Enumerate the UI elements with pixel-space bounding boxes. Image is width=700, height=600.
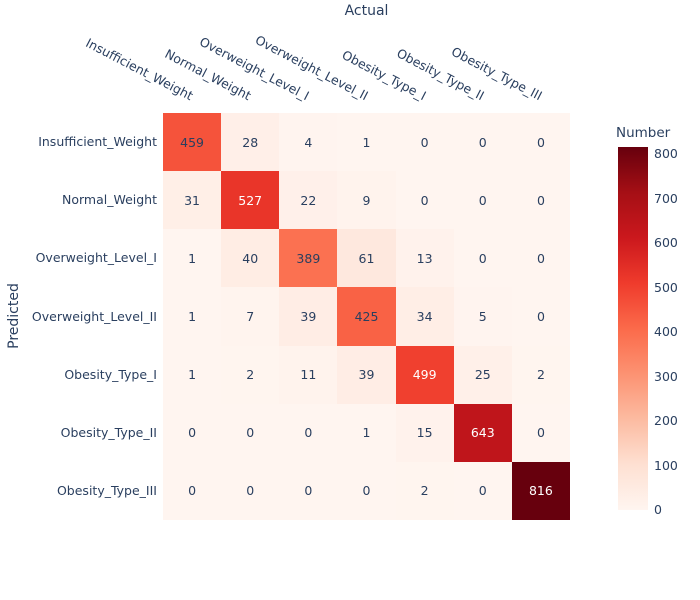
colorbar-tick-label: 500 [654, 279, 678, 295]
heatmap-cell[interactable]: 0 [511, 113, 570, 172]
colorbar-tick-label: 700 [654, 190, 678, 206]
heatmap-cell[interactable]: 1 [163, 287, 222, 346]
heatmap-cell[interactable]: 61 [337, 229, 396, 288]
colorbar-tick-label: 600 [654, 235, 678, 251]
heatmap-cell[interactable]: 9 [337, 171, 396, 230]
heatmap-cell[interactable]: 2 [511, 345, 570, 404]
heatmap-cell[interactable]: 0 [221, 403, 280, 462]
heatmap-cell[interactable]: 499 [395, 345, 454, 404]
heatmap-cell[interactable]: 13 [395, 229, 454, 288]
colorbar-title: Number [616, 125, 671, 141]
heatmap-cell[interactable]: 527 [221, 171, 280, 230]
y-axis-tick-label: Obesity_Type_I [64, 366, 157, 382]
heatmap-cell[interactable]: 31 [163, 171, 222, 230]
heatmap-cell[interactable]: 0 [453, 113, 512, 172]
heatmap-cell[interactable]: 1 [163, 345, 222, 404]
colorbar-gradient [618, 147, 648, 510]
heatmap-cell[interactable]: 0 [511, 287, 570, 346]
colorbar-tick-label: 400 [654, 324, 678, 340]
y-axis-tick-label: Obesity_Type_II [60, 424, 157, 440]
heatmap-cell[interactable]: 0 [163, 461, 222, 520]
heatmap-cell[interactable]: 5 [453, 287, 512, 346]
heatmap-cell[interactable]: 0 [163, 403, 222, 462]
colorbar-tick-label: 800 [654, 146, 678, 162]
heatmap-cell[interactable]: 389 [279, 229, 338, 288]
heatmap-cell[interactable]: 0 [511, 403, 570, 462]
heatmap-cell[interactable]: 0 [395, 113, 454, 172]
heatmap-cell[interactable]: 11 [279, 345, 338, 404]
heatmap-cell[interactable]: 0 [453, 229, 512, 288]
heatmap-cell[interactable]: 0 [337, 461, 396, 520]
heatmap-cell[interactable]: 22 [279, 171, 338, 230]
y-axis-tick-label: Normal_Weight [61, 192, 157, 208]
heatmap-cell[interactable]: 7 [221, 287, 280, 346]
heatmap-cell[interactable]: 28 [221, 113, 280, 172]
colorbar-tick-label: 0 [654, 502, 662, 517]
heatmap-cell[interactable]: 34 [395, 287, 454, 346]
heatmap-cell[interactable]: 0 [279, 403, 338, 462]
heatmap-cell[interactable]: 0 [453, 461, 512, 520]
heatmap-cell[interactable]: 0 [279, 461, 338, 520]
heatmap-cell[interactable]: 459 [163, 113, 222, 172]
heatmap-cell[interactable]: 15 [395, 403, 454, 462]
heatmap-grid: 459 28 4 1 0 0 0 31 527 22 9 0 0 0 1 40 389 61 13 0 0 1 7 39 425… [163, 113, 570, 520]
heatmap-cell[interactable]: 643 [453, 403, 512, 462]
heatmap-cell[interactable]: 0 [511, 171, 570, 230]
heatmap-cell[interactable]: 39 [279, 287, 338, 346]
heatmap-cell[interactable]: 425 [337, 287, 396, 346]
heatmap-cell[interactable]: 0 [221, 461, 280, 520]
heatmap-cell[interactable]: 40 [221, 229, 280, 288]
y-axis-tick-label: Insufficient_Weight [38, 134, 157, 150]
x-axis-title: Actual [344, 3, 389, 19]
heatmap-cell[interactable]: 4 [279, 113, 338, 172]
y-axis-tick-label: Obesity_Type_III [56, 482, 157, 498]
colorbar-tick-label: 300 [654, 368, 678, 384]
heatmap-cell[interactable]: 0 [395, 171, 454, 230]
heatmap-cell[interactable]: 816 [511, 461, 570, 520]
heatmap-cell[interactable]: 39 [337, 345, 396, 404]
colorbar-tick-label: 200 [654, 413, 678, 429]
heatmap-cell[interactable]: 25 [453, 345, 512, 404]
heatmap-cell[interactable]: 0 [511, 229, 570, 288]
heatmap-cell[interactable]: 1 [163, 229, 222, 288]
heatmap-cell[interactable]: 2 [395, 461, 454, 520]
colorbar-tick-label: 100 [654, 457, 678, 473]
heatmap-cell[interactable]: 0 [453, 171, 512, 230]
heatmap-cell[interactable]: 1 [337, 403, 396, 462]
heatmap-cell[interactable]: 1 [337, 113, 396, 172]
heatmap-cell[interactable]: 2 [221, 345, 280, 404]
y-axis-tick-label: Overweight_Level_II [31, 308, 157, 324]
y-axis-tick-label: Overweight_Level_I [35, 250, 157, 266]
